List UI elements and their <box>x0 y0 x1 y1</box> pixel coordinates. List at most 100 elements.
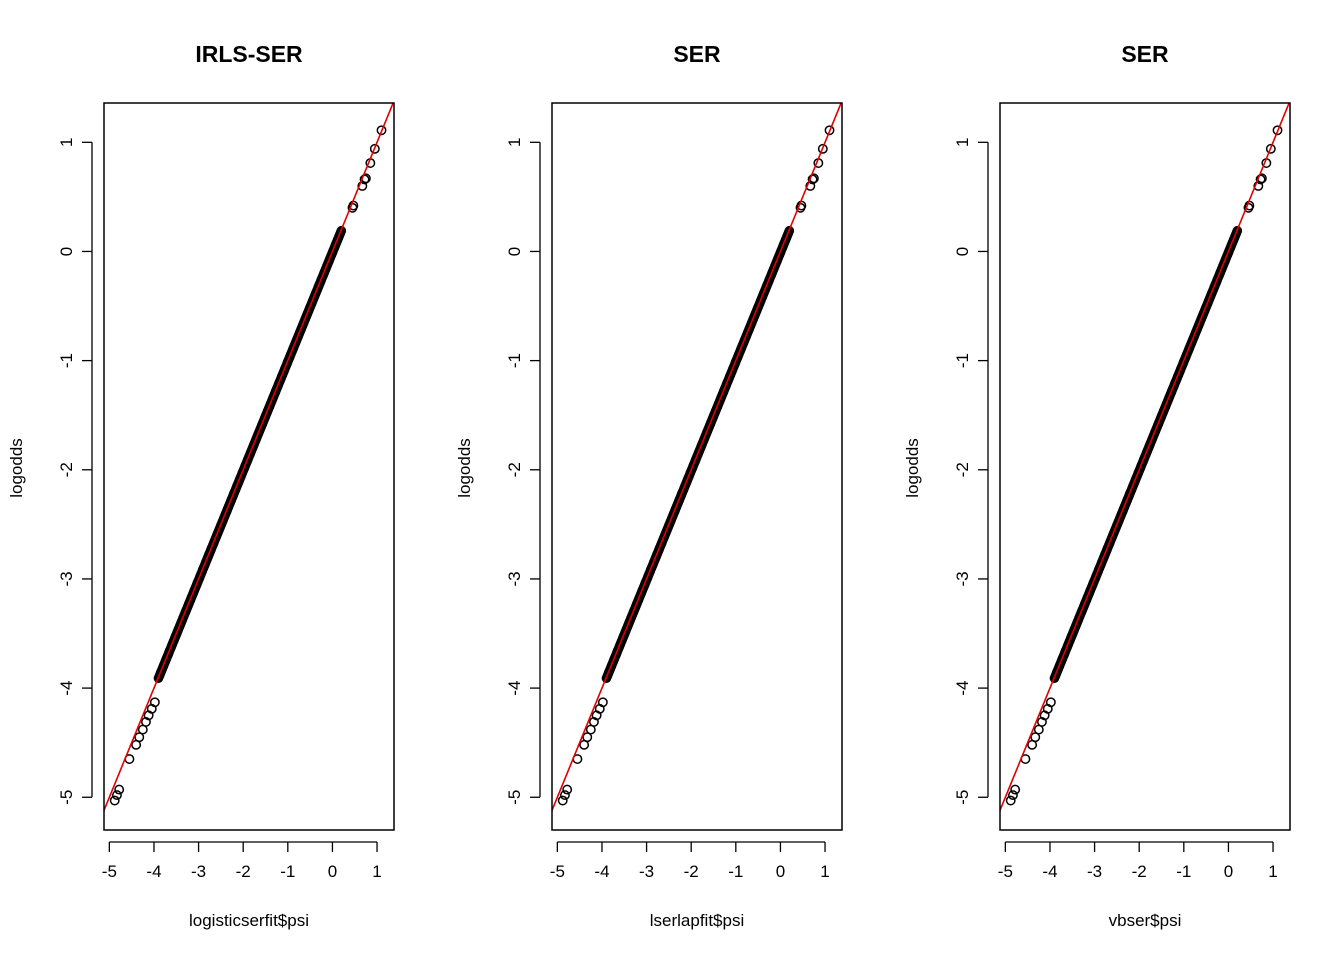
y-tick-label: -5 <box>953 790 972 805</box>
reference-line <box>104 103 394 813</box>
data-point <box>376 125 387 136</box>
data-point <box>1036 716 1047 727</box>
y-tick-label: -2 <box>505 462 524 477</box>
y-tick-label: -2 <box>953 462 972 477</box>
y-tick-label: 0 <box>505 247 524 256</box>
y-tick-label: -3 <box>505 571 524 586</box>
plot-frame <box>103 102 395 831</box>
panel-ser-lserlapfit: SER lserlapfit$psi logodds -5 -4 -3 -2 -1 0 1-… <box>455 41 843 930</box>
y-tick-label: -2 <box>57 462 76 477</box>
data-point <box>140 716 151 727</box>
data-point <box>111 790 122 801</box>
y-tick-label: -3 <box>57 571 76 586</box>
data-point <box>1007 790 1018 801</box>
data-point <box>109 795 120 806</box>
data-point <box>357 181 368 191</box>
data-point <box>1232 225 1243 236</box>
data-point <box>1253 181 1264 191</box>
data-point <box>1255 174 1266 185</box>
x-tick-label: -5 <box>102 862 117 881</box>
x-tick-label: 1 <box>372 862 381 881</box>
panel-title: SER <box>1121 41 1169 67</box>
data-point <box>1030 732 1041 743</box>
plot-marks <box>552 103 842 813</box>
data-point <box>807 174 818 185</box>
data-point <box>588 716 599 727</box>
plot-area: -5 -4 -3 -2 -1 0 1 -5 -4 -3 -2 -1 0 1 <box>57 102 395 881</box>
data-point <box>1265 143 1276 154</box>
x-axis-label: logisticserfit$psi <box>189 911 309 930</box>
y-tick-label: -5 <box>57 790 76 805</box>
y-tick-label: 1 <box>953 138 972 147</box>
y-axis-label: logodds <box>455 438 474 498</box>
data-point <box>784 225 795 236</box>
data-point <box>817 143 828 154</box>
plot-area: -5 -4 -3 -2 -1 0 1 -5 -4 -3 -2 -1 0 1 <box>505 102 843 881</box>
y-tick-label: -4 <box>57 681 76 696</box>
data-point <box>597 697 608 708</box>
x-tick-label: -2 <box>1132 862 1147 881</box>
panel-ser-vbser: SER vbser$psi logodds -5 -4 -3 -2 -1 0 1 -5 -4 -3… <box>903 41 1291 930</box>
x-tick-label: 0 <box>1224 862 1233 881</box>
x-tick-label: -4 <box>594 862 609 881</box>
x-tick-label: -2 <box>236 862 251 881</box>
y-tick-label: -5 <box>505 790 524 805</box>
data-point <box>1010 784 1021 795</box>
x-tick-label: -3 <box>191 862 206 881</box>
y-axis-label: logodds <box>7 438 26 498</box>
data-point <box>359 174 370 185</box>
data-point <box>1045 697 1056 708</box>
x-tick-label: 1 <box>820 862 829 881</box>
data-point <box>557 795 568 806</box>
plot-marks <box>104 103 394 813</box>
data-point <box>582 732 593 743</box>
y-tick-label: -3 <box>953 571 972 586</box>
data-point <box>562 784 573 795</box>
panel-title: IRLS-SER <box>195 41 303 67</box>
x-tick-label: -1 <box>728 862 743 881</box>
reference-line <box>1000 103 1290 813</box>
x-tick-label: 1 <box>1268 862 1277 881</box>
panel-irls-ser: IRLS-SER logisticserfit$psi logodds -5 -4… <box>7 41 395 930</box>
x-axis-label: vbser$psi <box>1109 911 1182 930</box>
x-axis-label: lserlapfit$psi <box>650 911 745 930</box>
data-point <box>336 225 347 236</box>
x-tick-label: -2 <box>684 862 699 881</box>
x-tick-label: -1 <box>1176 862 1191 881</box>
data-point <box>114 784 125 795</box>
panel-title: SER <box>673 41 721 67</box>
x-tick-label: 0 <box>776 862 785 881</box>
data-point <box>805 181 816 191</box>
x-tick-label: -5 <box>998 862 1013 881</box>
data-point <box>1005 795 1016 806</box>
y-tick-label: -4 <box>505 681 524 696</box>
data-point <box>149 697 160 708</box>
reference-line <box>552 103 842 813</box>
x-tick-label: -4 <box>1042 862 1057 881</box>
x-tick-label: -1 <box>280 862 295 881</box>
y-tick-label: 1 <box>57 138 76 147</box>
y-tick-label: 0 <box>57 247 76 256</box>
data-point <box>134 732 145 743</box>
plot-frame <box>551 102 843 831</box>
x-tick-label: 0 <box>328 862 337 881</box>
y-tick-label: 1 <box>505 138 524 147</box>
y-tick-label: -1 <box>953 353 972 368</box>
data-point <box>559 790 570 801</box>
y-tick-label: -4 <box>953 681 972 696</box>
y-tick-label: 0 <box>953 247 972 256</box>
data-point <box>1272 125 1283 136</box>
x-tick-label: -3 <box>639 862 654 881</box>
plot-marks <box>1000 103 1290 813</box>
y-tick-label: -1 <box>57 353 76 368</box>
plot-area: -5 -4 -3 -2 -1 0 1 -5 -4 -3 -2 -1 0 1 <box>953 102 1291 881</box>
x-tick-label: -3 <box>1087 862 1102 881</box>
plot-frame <box>999 102 1291 831</box>
y-tick-label: -1 <box>505 353 524 368</box>
data-point <box>369 143 380 154</box>
data-point <box>824 125 835 136</box>
x-tick-label: -4 <box>146 862 161 881</box>
x-tick-label: -5 <box>550 862 565 881</box>
y-axis-label: logodds <box>903 438 922 498</box>
